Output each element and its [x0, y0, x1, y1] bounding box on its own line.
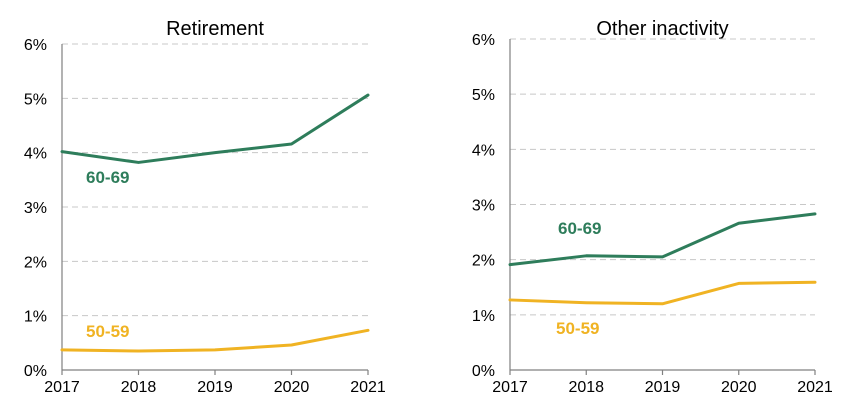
series-line-60-69: [60, 93, 370, 164]
x-tick-label: 2018: [121, 379, 157, 396]
series-label-60-69: 60-69: [558, 219, 601, 238]
series-line-50-59: [508, 280, 817, 306]
y-tick-label: 0%: [24, 363, 47, 380]
x-tick-label: 2019: [197, 379, 233, 396]
y-tick-label: 6%: [24, 37, 47, 54]
chart-panel-2: Other inactivity 0% 1% 2% 3% 4% 5% 6% 2017 2018 20…: [472, 18, 833, 396]
y-tick-label: 0%: [472, 363, 495, 380]
x-tick-label: 2021: [797, 379, 833, 396]
x-tick-label: 2021: [350, 379, 386, 396]
series-label-60-69: 60-69: [86, 168, 129, 187]
series-line-50-59: [60, 328, 370, 353]
y-tick-label: 1%: [24, 309, 47, 326]
y-tick-label: 2%: [472, 253, 495, 270]
x-tick-label: 2017: [44, 379, 80, 396]
y-tick-label: 3%: [24, 200, 47, 217]
x-tick-label: 2019: [645, 379, 681, 396]
series-label-50-59: 50-59: [86, 322, 129, 341]
y-tick-label: 3%: [472, 198, 495, 215]
y-tick-label: 4%: [472, 142, 495, 159]
x-tick-label: 2017: [492, 379, 528, 396]
x-tick-label: 2020: [721, 379, 757, 396]
chart-title: Retirement: [166, 18, 264, 40]
y-tick-label: 4%: [24, 146, 47, 163]
y-tick-label: 1%: [472, 308, 495, 325]
y-tick-label: 6%: [472, 32, 495, 49]
y-tick-label: 2%: [24, 254, 47, 271]
series-line-60-69: [508, 212, 817, 267]
y-tick-label: 5%: [472, 87, 495, 104]
series-label-50-59: 50-59: [556, 319, 599, 338]
y-tick-label: 5%: [24, 91, 47, 108]
chart-panel-1: Retirement 0% 1% 2% 3% 4% 5% 6% 2017 2018 2019 2020…: [24, 18, 386, 396]
chart-title: Other inactivity: [596, 18, 728, 40]
x-tick-label: 2018: [568, 379, 604, 396]
x-tick-label: 2020: [274, 379, 310, 396]
